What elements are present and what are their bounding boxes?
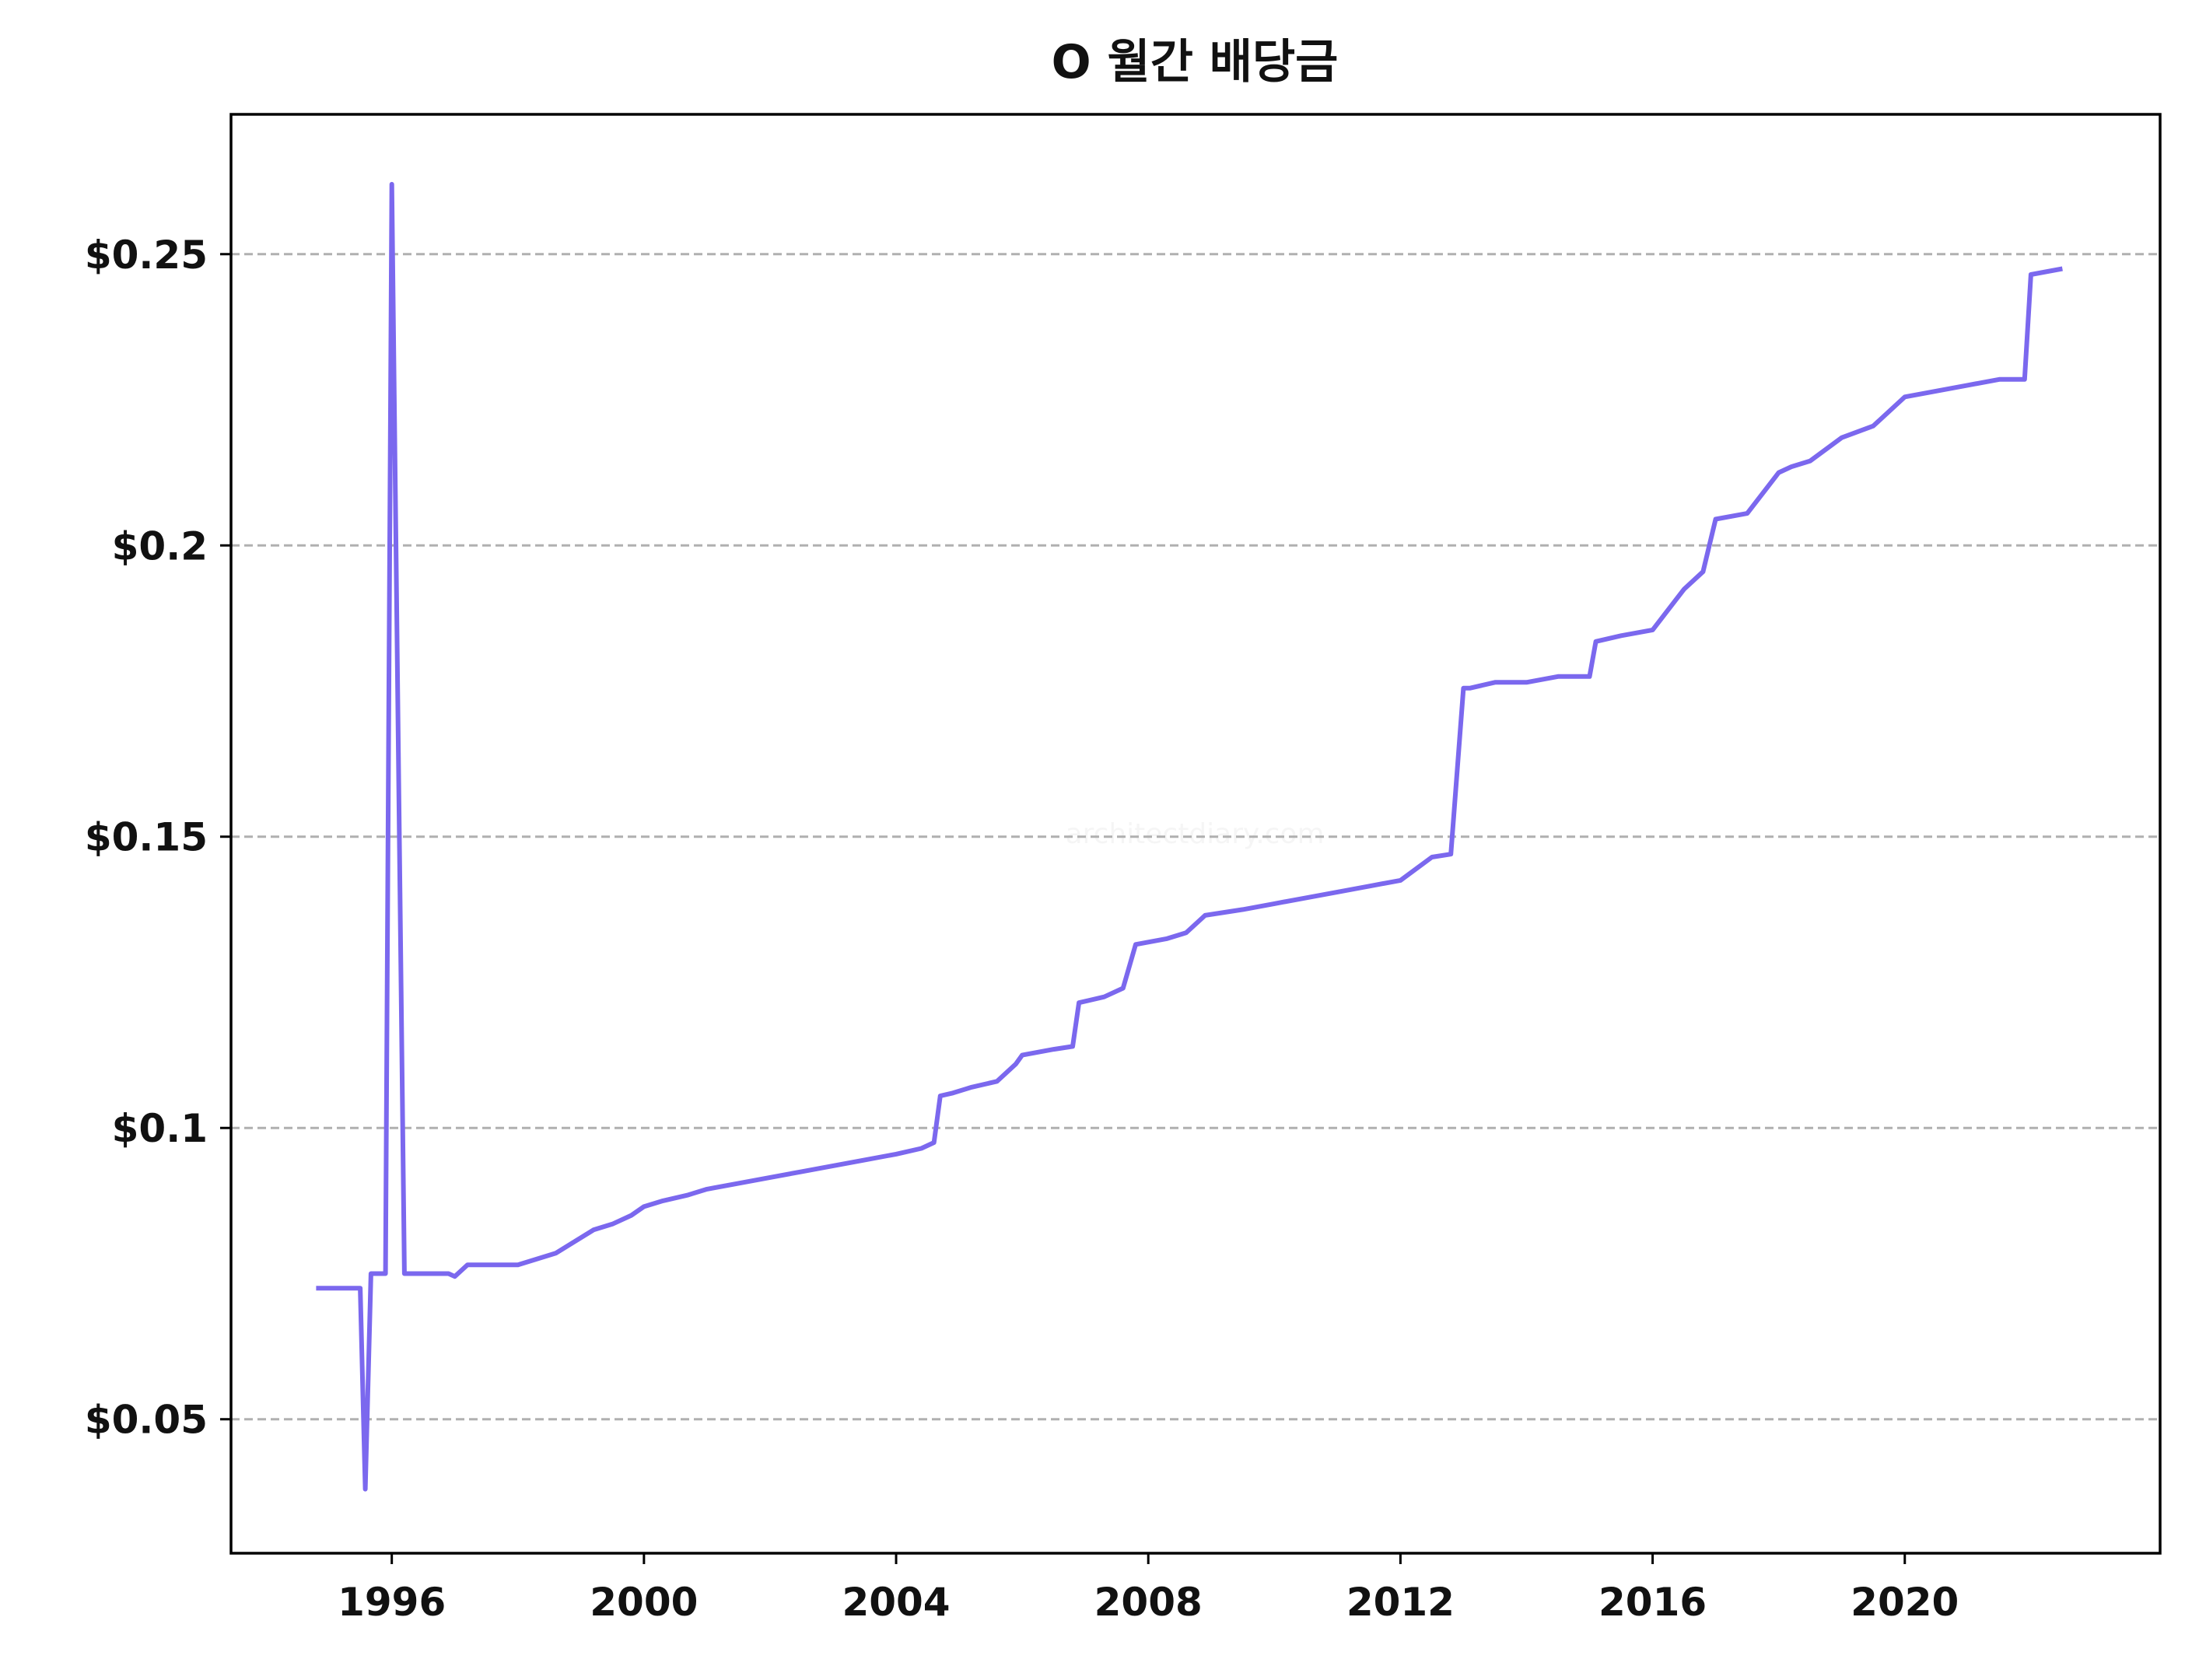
- x-tick-label: 2000: [590, 1580, 698, 1625]
- y-tick-label: $0.15: [85, 815, 208, 860]
- y-tick-label: $0.25: [85, 233, 208, 278]
- y-tick-label: $0.2: [112, 523, 208, 569]
- series-layer: [316, 181, 2063, 1492]
- x-axis: 1996 2000 2004 2008 2012 2016 2020: [338, 1553, 1959, 1625]
- x-tick-label: 2020: [1851, 1580, 1959, 1625]
- x-tick-label: 2004: [842, 1580, 950, 1625]
- x-tick-label: 2008: [1094, 1580, 1203, 1625]
- y-axis: $0.05 $0.1 $0.15 $0.2 $0.25: [85, 233, 231, 1443]
- grid-lines: [231, 253, 2160, 1421]
- series-line-dividend: [316, 181, 2063, 1492]
- x-tick-label: 2016: [1598, 1580, 1707, 1625]
- chart-title: O 월간 배당금: [1052, 35, 1339, 89]
- y-tick-label: $0.1: [112, 1106, 208, 1151]
- x-tick-label: 2012: [1346, 1580, 1455, 1625]
- x-tick-label: 1996: [338, 1580, 446, 1625]
- plot-area-frame: [229, 113, 2162, 1555]
- watermark: architectdiary.com: [1065, 818, 1324, 850]
- y-tick-label: $0.05: [85, 1398, 208, 1443]
